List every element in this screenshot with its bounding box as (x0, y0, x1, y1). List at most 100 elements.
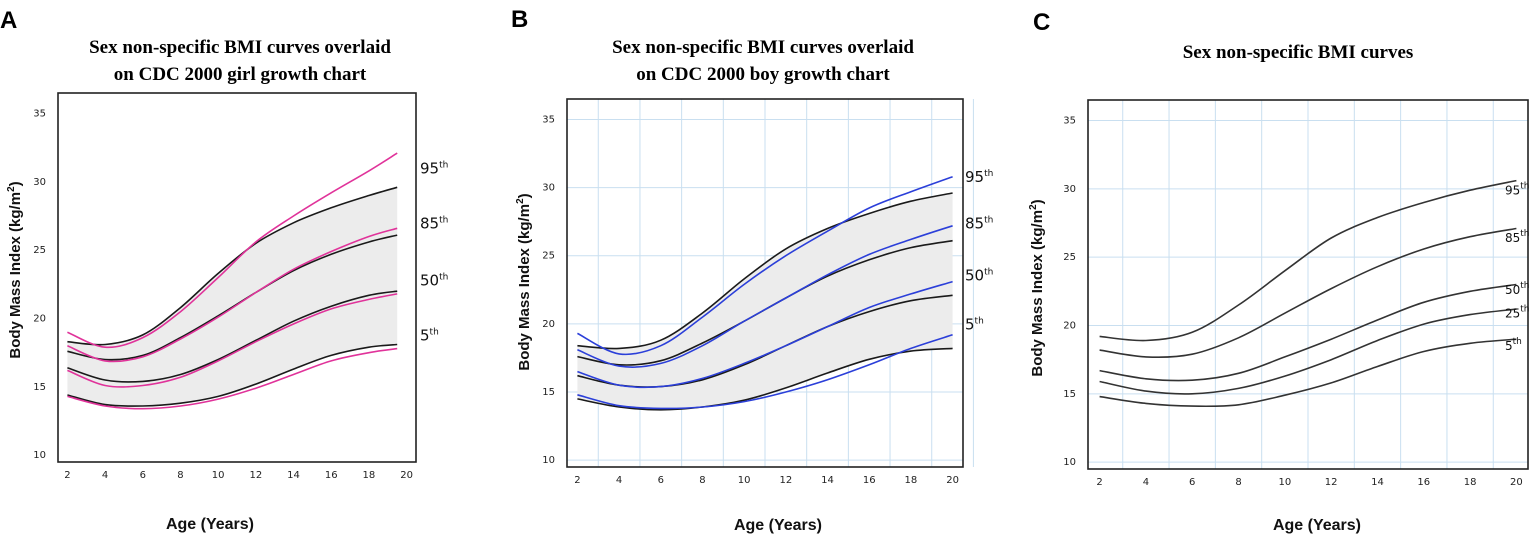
percentile-label: 50th (420, 272, 448, 290)
y-axis-label-end: ) (516, 193, 533, 198)
y-tick-label: 10 (542, 455, 555, 466)
percentile-label-suffix: th (984, 215, 993, 225)
series-line-95th (67, 186, 398, 346)
percentile-label-suffix: th (439, 273, 448, 283)
percentile-label-number: 50 (1505, 283, 1520, 297)
percentile-label-number: 25 (1505, 306, 1520, 320)
chart-title-line: Sex non-specific BMI curves overlaid (89, 37, 391, 58)
y-tick-label: 10 (33, 450, 46, 461)
x-tick-label: 12 (779, 475, 792, 486)
x-tick-label: 2 (64, 470, 70, 481)
x-tick-label: 18 (905, 475, 918, 486)
x-tick-label: 4 (616, 475, 622, 486)
percentile-label-number: 95 (420, 160, 439, 178)
x-tick-label: 6 (1189, 477, 1195, 488)
series-line-boy-95th (577, 175, 953, 356)
x-tick-label: 16 (325, 470, 338, 481)
percentile-label: 85th (1505, 229, 1530, 245)
chart-title-line: on CDC 2000 girl growth chart (114, 64, 367, 85)
percentile-label-suffix: th (1520, 281, 1529, 291)
series-line-95th (1099, 179, 1517, 342)
x-tick-label: 8 (1235, 477, 1241, 488)
percentile-label-suffix: th (1520, 304, 1529, 314)
y-tick-label: 35 (1063, 116, 1076, 127)
percentile-label-suffix: th (439, 161, 448, 171)
percentile-label-number: 5 (420, 326, 430, 344)
percentile-label: 85th (965, 214, 993, 232)
x-tick-label: 20 (1510, 477, 1523, 488)
y-tick-label: 25 (33, 245, 46, 256)
x-tick-label: 14 (287, 470, 300, 481)
percentile-label-suffix: th (1520, 229, 1529, 239)
y-tick-label: 30 (542, 183, 555, 194)
series-line-girl-85th (67, 227, 398, 363)
x-tick-label: 10 (738, 475, 751, 486)
percentile-label-number: 85 (1505, 231, 1520, 245)
panel-letter: C (1033, 9, 1050, 36)
y-axis-label: Body Mass Index (kg/m2) (1028, 199, 1046, 376)
series-line-girl-5th (67, 347, 398, 410)
series-line-5th (577, 347, 953, 411)
y-axis-label-sup: 2 (515, 198, 526, 204)
series-line-50th (67, 290, 398, 383)
plot-frame (1087, 99, 1529, 470)
percentile-label-number: 5 (965, 315, 975, 333)
y-tick-label: 15 (1063, 389, 1076, 400)
percentile-label-number: 95 (1505, 183, 1520, 197)
series-line-25th (1099, 308, 1517, 395)
x-tick-label: 10 (1278, 477, 1291, 488)
series-line-girl-95th (67, 152, 398, 349)
y-tick-label: 30 (1063, 184, 1076, 195)
x-tick-label: 4 (102, 470, 108, 481)
panel-a: A Sex non-specific BMI curves overlaid on … (0, 7, 448, 533)
series-line-boy-5th (577, 334, 953, 410)
x-tick-label: 4 (1143, 477, 1149, 488)
y-tick-label: 15 (542, 387, 555, 398)
percentile-label-suffix: th (1520, 181, 1529, 191)
percentile-label-number: 50 (420, 272, 439, 290)
series-line-50th (1099, 283, 1517, 382)
x-tick-label: 12 (1325, 477, 1338, 488)
percentile-label-suffix: th (984, 169, 993, 179)
x-tick-label: 2 (574, 475, 580, 486)
y-axis-label-main: Body Mass Index (kg/m (516, 204, 533, 371)
y-tick-label: 20 (1063, 321, 1076, 332)
y-axis-label-sup: 2 (6, 186, 17, 192)
y-tick-label: 35 (33, 109, 46, 120)
y-axis-label-main: Body Mass Index (kg/m (7, 192, 24, 359)
panel-letter: A (0, 7, 17, 34)
x-tick-label: 14 (1371, 477, 1384, 488)
x-tick-label: 16 (863, 475, 876, 486)
percentile-label: 95th (965, 168, 993, 186)
percentile-label: 95th (1505, 181, 1530, 197)
y-tick-label: 30 (33, 177, 46, 188)
y-axis-label-end: ) (7, 181, 24, 186)
y-tick-label: 35 (542, 114, 555, 125)
y-axis-label-end: ) (1029, 199, 1046, 204)
percentile-label: 95th (420, 160, 448, 178)
x-tick-label: 20 (946, 475, 959, 486)
x-tick-label: 14 (821, 475, 834, 486)
series-line-boy-85th (577, 225, 953, 368)
x-tick-label: 10 (212, 470, 225, 481)
y-tick-label: 10 (1063, 457, 1076, 468)
plot-frame (57, 92, 417, 463)
percentile-label-suffix: th (984, 267, 993, 277)
y-tick-label: 20 (542, 319, 555, 330)
x-tick-label: 2 (1096, 477, 1102, 488)
series-line-girl-50th (67, 293, 398, 388)
shaded-band (67, 187, 398, 407)
panel-b: B Sex non-specific BMI curves overlaid on … (511, 6, 993, 534)
percentile-label-suffix: th (1513, 337, 1522, 347)
x-axis-label: Age (Years) (166, 516, 254, 533)
x-axis-label: Age (Years) (734, 517, 822, 534)
x-tick-label: 6 (658, 475, 664, 486)
series-line-5th (1099, 338, 1517, 408)
percentile-label: 50th (1505, 281, 1530, 297)
chart-title-line: Sex non-specific BMI curves overlaid (612, 37, 914, 58)
plot-frame (566, 98, 964, 468)
series-line-95th (577, 192, 953, 350)
x-tick-label: 8 (177, 470, 183, 481)
y-axis-label-sup: 2 (1028, 204, 1039, 210)
